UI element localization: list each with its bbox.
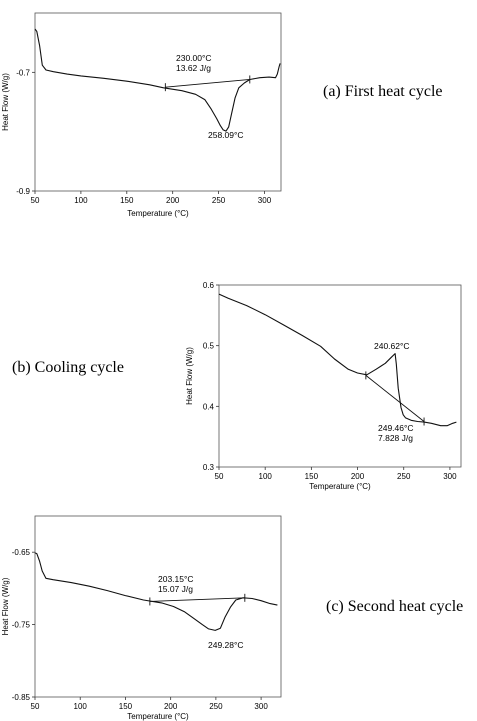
peak-annotation: 240.62°C	[374, 341, 410, 351]
annotation-line: 7.828 J/g	[378, 433, 413, 443]
y-tick-label: 0.4	[203, 402, 215, 411]
y-axis-label: Heat Flow (W/g)	[1, 577, 10, 635]
heat-flow-curve	[218, 293, 457, 427]
panel-caption: (a) First heat cycle	[323, 83, 443, 100]
heat-flow-curve	[34, 28, 281, 132]
panel-caption: (b) Cooling cycle	[12, 359, 124, 376]
x-tick-label: 100	[74, 702, 88, 711]
x-axis-label: Temperature (°C)	[127, 712, 189, 721]
peak-annotation: 249.46°C 7.828 J/g	[378, 423, 414, 443]
annotation-line: 203.15°C	[158, 574, 194, 584]
annotation-line: 13.62 J/g	[176, 63, 211, 73]
integration-baseline	[149, 597, 245, 602]
y-tick-label: -0.7	[16, 68, 30, 77]
x-tick-label: 300	[258, 196, 272, 205]
y-tick-label: 0.6	[203, 281, 215, 290]
chart-panel-2: 50 100 150 200 250 300 0.6 0.5 0.4 0.3 Temperature…	[12, 281, 462, 491]
x-tick-label: 100	[259, 472, 273, 481]
annotation-line: 240.62°C	[374, 341, 410, 351]
y-tick-label: -0.65	[12, 548, 31, 557]
x-tick-label: 50	[31, 196, 40, 205]
plot-frame	[34, 515, 282, 698]
peak-annotation: 258.09°C	[208, 130, 244, 140]
peak-annotation: 249.28°C	[208, 640, 244, 650]
annotation-line: 230.00°C	[176, 53, 212, 63]
annotation-line: 249.28°C	[208, 640, 244, 650]
x-axis-label: Temperature (°C)	[309, 482, 371, 491]
x-tick-label: 300	[254, 702, 268, 711]
x-axis-label: Temperature (°C)	[127, 209, 189, 218]
y-tick-label: -0.85	[12, 693, 31, 702]
heat-flow-curve	[34, 552, 278, 631]
chart-panel-3: 50 100 150 200 250 300 -0.65 -0.75 -0.85 Temperat…	[1, 515, 463, 721]
annotation-line: 249.46°C	[378, 423, 414, 433]
y-tick-label: 0.3	[203, 463, 215, 472]
x-tick-label: 250	[212, 196, 226, 205]
x-tick-label: 100	[74, 196, 88, 205]
x-tick-label: 200	[166, 196, 180, 205]
plot-frame	[34, 12, 282, 192]
y-tick-label: 0.5	[203, 342, 215, 351]
x-tick-label: 150	[305, 472, 319, 481]
peak-annotation: 203.15°C 15.07 J/g	[158, 574, 194, 594]
plot-frame	[218, 284, 462, 468]
x-tick-label: 200	[351, 472, 365, 481]
x-tick-label: 200	[164, 702, 178, 711]
y-axis-label: Heat Flow (W/g)	[1, 73, 10, 131]
integration-baseline	[165, 79, 250, 88]
annotation-line: 258.09°C	[208, 130, 244, 140]
chart-panel-1: 50 100 150 200 250 300 -0.7 -0.9 Temperature (°C…	[1, 12, 443, 218]
x-tick-label: 250	[209, 702, 223, 711]
integration-baseline	[365, 375, 425, 422]
y-tick-label: -0.75	[12, 621, 31, 630]
peak-annotation: 230.00°C 13.62 J/g	[176, 53, 212, 73]
x-tick-label: 150	[120, 196, 134, 205]
x-tick-label: 150	[119, 702, 133, 711]
x-tick-label: 250	[397, 472, 411, 481]
y-axis-label: Heat Flow (W/g)	[185, 347, 194, 405]
y-tick-label: -0.9	[16, 187, 30, 196]
x-tick-label: 300	[443, 472, 457, 481]
x-tick-label: 50	[31, 702, 40, 711]
panel-caption: (c) Second heat cycle	[326, 598, 463, 615]
annotation-line: 15.07 J/g	[158, 584, 193, 594]
x-tick-label: 50	[215, 472, 224, 481]
